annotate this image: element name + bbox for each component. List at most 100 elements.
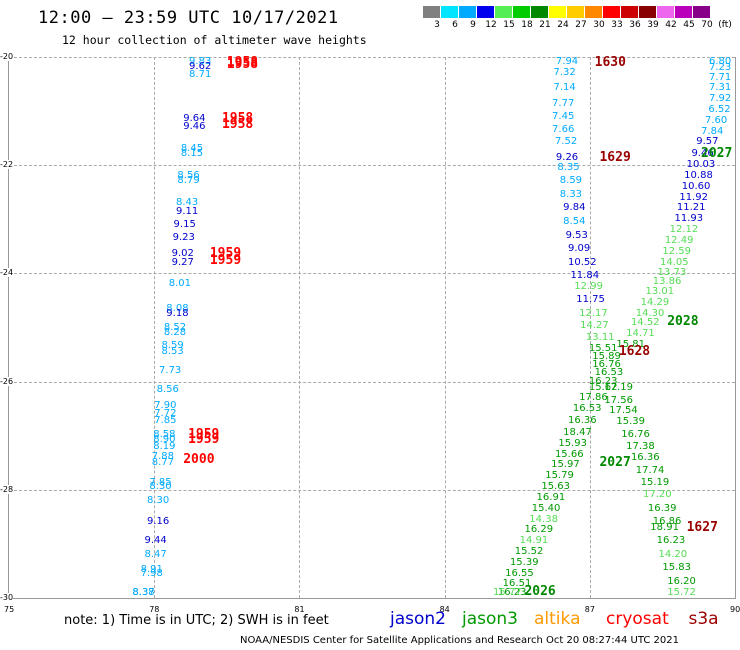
wave-height-value: 7.23 xyxy=(709,61,732,73)
wave-height-value: 9.16 xyxy=(146,516,170,528)
wave-height-value: 17.74 xyxy=(635,464,665,476)
wave-height-value: 11.21 xyxy=(676,202,706,214)
legend-swatch xyxy=(585,6,602,18)
wave-height-value: 9.27 xyxy=(171,256,194,268)
lat-tick-label: -22 xyxy=(0,160,14,170)
wave-height-value: 16.55 xyxy=(505,567,534,579)
wave-height-value: 16.53 xyxy=(594,367,624,379)
wave-height-value: 16.51 xyxy=(502,578,532,590)
grid-line-horizontal xyxy=(9,381,735,383)
wave-height-value: 13.01 xyxy=(645,286,675,298)
wave-height-value: 15.39 xyxy=(616,416,646,428)
wave-height-value: 16.91 xyxy=(536,491,566,503)
wave-height-value: 13.11 xyxy=(585,332,615,344)
wave-height-value: 8.28 xyxy=(163,326,187,338)
wave-height-value: 9.46 xyxy=(691,148,714,160)
wave-height-value: 15.39 xyxy=(509,556,539,568)
wave-height-value: 7.84 xyxy=(701,125,724,137)
wave-height-value: 7.66 xyxy=(552,124,575,136)
pass-time-label: 1959 xyxy=(188,432,220,448)
satellite-name: s3a xyxy=(688,609,719,629)
wave-height-value: 7.52 xyxy=(554,136,578,148)
legend-swatch xyxy=(441,6,458,18)
grid-line-horizontal xyxy=(9,165,735,167)
wave-height-value: 15.51 xyxy=(588,343,618,355)
wave-height-value: 14.38 xyxy=(529,513,558,525)
pass-time-label: 1959 xyxy=(209,253,242,269)
wave-height-value: 10.88 xyxy=(684,170,713,182)
wave-height-value: 9.57 xyxy=(696,136,719,148)
legend-swatch xyxy=(513,6,530,18)
wave-height-value: 8.01 xyxy=(168,278,191,290)
wave-height-value: 15.89 xyxy=(592,351,621,363)
wave-height-value: 14.29 xyxy=(640,297,670,309)
wave-height-value: 8.52 xyxy=(163,321,187,333)
wave-height-value: 11.93 xyxy=(674,213,704,225)
legend-label: 33 xyxy=(611,20,623,30)
footer-note: note: 1) Time is in UTC; 2) SWH is in fe… xyxy=(64,613,329,628)
grid-line-vertical xyxy=(444,57,446,598)
legend-swatch xyxy=(423,6,440,18)
wave-height-value: 7.85 xyxy=(154,414,177,426)
satellite-name: jason3 xyxy=(462,609,518,629)
wave-height-value: 9.62 xyxy=(189,60,212,72)
wave-height-value: 10.03 xyxy=(686,159,716,171)
wave-height-value: 15.79 xyxy=(545,470,574,482)
wave-height-value: 7.73 xyxy=(159,364,182,376)
grid-line-horizontal xyxy=(9,57,735,58)
wave-height-value: 8.56 xyxy=(177,170,200,182)
wave-height-value: 7.72 xyxy=(154,408,177,420)
wave-height-value: 9.46 xyxy=(183,121,206,133)
wave-height-value: 15.62 xyxy=(588,382,618,394)
wave-height-value: 15.93 xyxy=(558,437,587,449)
pass-time-label: 1628 xyxy=(618,343,651,359)
pass-time-label: 2027 xyxy=(701,146,733,162)
lon-tick-label: 90 xyxy=(730,605,740,614)
legend-swatch xyxy=(477,6,494,18)
wave-height-value: 7.90 xyxy=(154,399,177,411)
wave-height-value: 16.29 xyxy=(524,524,554,536)
wave-height-value: 13.73 xyxy=(657,267,687,279)
grid-line-horizontal xyxy=(9,489,735,491)
legend-unit: (ft) xyxy=(718,20,732,30)
wave-height-value: 15.77 xyxy=(493,587,522,598)
wave-height-value: 16.76 xyxy=(592,359,621,371)
wave-height-value: 6.80 xyxy=(709,56,732,67)
pass-time-label: 2000 xyxy=(183,452,215,468)
wave-height-value: 11.84 xyxy=(570,270,600,282)
map-subtitle: 12 hour collection of altimeter wave hei… xyxy=(62,33,367,47)
legend-swatch xyxy=(531,6,548,18)
wave-height-value: 17.38 xyxy=(626,440,655,452)
legend-label: 24 xyxy=(557,20,569,30)
wave-height-value: 16.39 xyxy=(647,502,677,514)
wave-height-value: 16.86 xyxy=(652,516,682,528)
legend-label: 70 xyxy=(701,20,713,30)
legend-label: 15 xyxy=(503,20,515,30)
lon-tick-label: 87 xyxy=(584,605,595,614)
wave-height-value: 15.81 xyxy=(616,338,646,350)
wave-height-value: 12.49 xyxy=(664,234,694,246)
wave-height-value: 15.66 xyxy=(554,448,584,460)
satellite-name: cryosat xyxy=(606,609,669,629)
wave-height-value: 16.36 xyxy=(630,452,660,464)
wave-height-value: 7.85 xyxy=(149,477,172,489)
wave-height-value: 15.83 xyxy=(662,562,692,574)
wave-height-value: 7.77 xyxy=(552,97,575,109)
wave-height-value: 7.60 xyxy=(704,114,728,126)
wave-height-value: 9.15 xyxy=(173,218,196,230)
grid-line-vertical xyxy=(589,57,591,598)
legend-label: 3 xyxy=(434,20,440,30)
pass-time-label: 1627 xyxy=(686,519,718,535)
pass-time-label: 2026 xyxy=(524,584,556,599)
wave-height-value: 18.47 xyxy=(563,426,592,438)
wave-height-value: 8.43 xyxy=(175,197,199,209)
pass-time-label: 1959 xyxy=(209,246,242,262)
wave-height-value: 13.86 xyxy=(652,275,682,287)
lon-tick-label: 75 xyxy=(4,605,15,614)
wave-height-value: 18.91 xyxy=(650,521,679,533)
lon-tick-label: 84 xyxy=(439,605,450,614)
wave-height-value: 14.27 xyxy=(580,320,609,332)
wave-height-value: 8.47 xyxy=(144,548,167,560)
legend-label: 21 xyxy=(539,20,551,30)
wave-height-value: 9.09 xyxy=(568,243,591,255)
